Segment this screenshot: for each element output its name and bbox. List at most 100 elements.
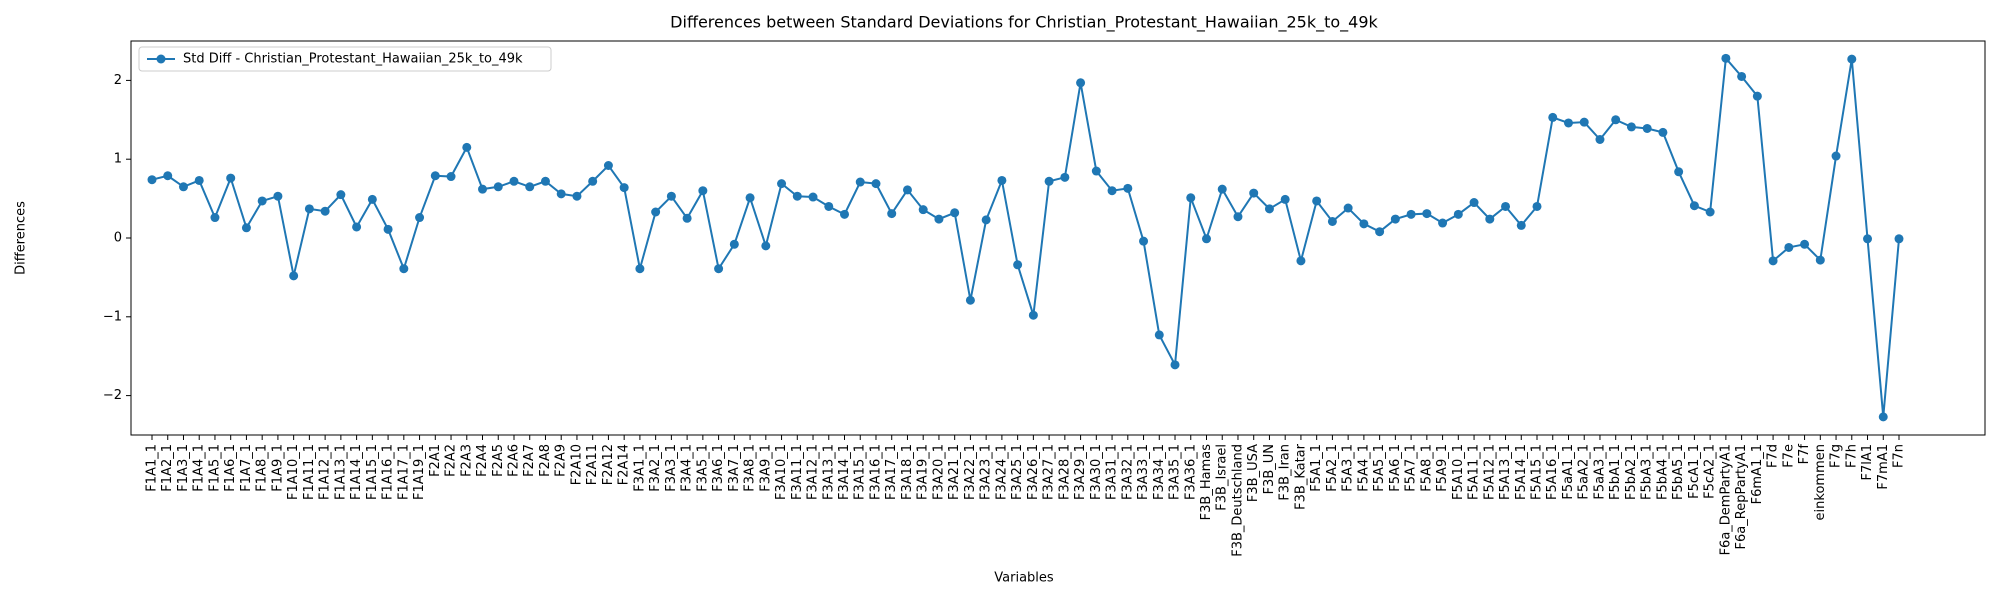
data-point — [1264, 204, 1274, 214]
data-point — [289, 271, 299, 281]
x-tick-label: F3A18_1 — [900, 444, 915, 500]
x-tick-label: F5cA1_1 — [1687, 444, 1702, 499]
x-tick-label: F5A9_1 — [1435, 444, 1450, 492]
data-point — [1217, 184, 1227, 194]
x-tick-label: F3A1_1 — [632, 444, 647, 492]
x-tick-label: F3A32_1 — [1120, 444, 1135, 500]
x-tick-label: F7h — [1844, 444, 1859, 468]
data-point — [572, 191, 582, 201]
x-tick-label: F3A26_1 — [1026, 444, 1041, 500]
data-point — [178, 182, 188, 192]
x-tick-label: F1A8_1 — [255, 444, 270, 492]
x-tick-label: F3A10_1 — [774, 444, 789, 500]
data-point — [1532, 201, 1542, 211]
x-tick-label: F5A6_1 — [1388, 444, 1403, 492]
data-point — [1013, 260, 1023, 270]
data-point — [399, 264, 409, 274]
x-tick-label: F3B_Israel — [1215, 444, 1230, 511]
data-point — [336, 190, 346, 200]
data-point — [918, 205, 928, 215]
data-point — [902, 185, 912, 195]
x-tick-label: F3A16_1 — [868, 444, 883, 500]
x-tick-label: F3A33_1 — [1136, 444, 1151, 500]
data-point — [1752, 91, 1762, 101]
x-tick-label: F5A3_1 — [1341, 444, 1356, 492]
data-point — [1170, 360, 1180, 370]
data-point — [1831, 151, 1841, 161]
x-tick-label: F3A11_1 — [790, 444, 805, 500]
x-tick-label: F3A5_1 — [695, 444, 710, 492]
data-point — [1800, 239, 1810, 249]
legend-box — [138, 46, 552, 72]
data-point — [1186, 193, 1196, 203]
data-point — [1894, 234, 1904, 244]
x-tick-label: F7mA1 — [1876, 444, 1891, 490]
x-tick-label: F7d — [1766, 444, 1781, 468]
x-tick-label: F3A25_1 — [1010, 444, 1025, 500]
data-point — [981, 215, 991, 225]
data-point — [430, 171, 440, 181]
x-tick-label: F5A5_1 — [1372, 444, 1387, 492]
data-point — [619, 183, 629, 193]
x-tick-label: F5bA2_1 — [1624, 444, 1639, 500]
data-point — [1359, 219, 1369, 229]
data-point — [745, 193, 755, 203]
data-point — [1485, 214, 1495, 224]
x-tick-label: F3A7_1 — [727, 444, 742, 492]
x-tick-label: F5bA3_1 — [1640, 444, 1655, 500]
x-tick-label: F1A1_1 — [145, 444, 160, 492]
data-point — [1233, 212, 1243, 222]
data-point — [761, 241, 771, 251]
data-point — [493, 182, 503, 192]
data-point — [1784, 242, 1794, 252]
x-tick-label: F3A19_1 — [916, 444, 931, 500]
data-point — [163, 171, 173, 181]
x-tick-label: F5A14_1 — [1514, 444, 1529, 500]
x-tick-label: F3A2_1 — [648, 444, 663, 492]
data-point — [304, 204, 314, 214]
data-point — [1847, 54, 1857, 64]
data-point — [840, 209, 850, 219]
x-tick-label: F1A9_1 — [270, 444, 285, 492]
data-point — [698, 186, 708, 196]
x-tick-label: F3A17_1 — [884, 444, 899, 500]
data-point — [666, 191, 676, 201]
x-tick-label: F5A11_1 — [1467, 444, 1482, 500]
x-tick-label: F5A8_1 — [1419, 444, 1434, 492]
data-point — [1123, 183, 1133, 193]
x-tick-label: F6mA1_1 — [1750, 444, 1765, 504]
x-tick-label: F2A10 — [569, 444, 584, 485]
y-tick-label: 1 — [114, 152, 122, 167]
x-tick-label: F5bA1_1 — [1608, 444, 1623, 500]
x-tick-label: F3A9_1 — [758, 444, 773, 492]
data-point — [871, 179, 881, 189]
data-point — [887, 209, 897, 219]
data-point — [1312, 196, 1322, 206]
x-tick-label: F1A17_1 — [396, 444, 411, 500]
data-point — [1705, 207, 1715, 217]
x-tick-label: F5aA2_1 — [1577, 444, 1592, 500]
data-point — [446, 172, 456, 182]
x-tick-label: F1A14_1 — [349, 444, 364, 500]
data-point — [777, 179, 787, 189]
x-tick-label: F5A2_1 — [1325, 444, 1340, 492]
chart-title: Differences between Standard Deviations … — [670, 13, 1378, 33]
data-point — [1438, 218, 1448, 228]
x-tick-label: F3A29_1 — [1073, 444, 1088, 500]
data-point — [241, 223, 251, 233]
data-point — [1343, 203, 1353, 213]
x-tick-label: F3A15_1 — [853, 444, 868, 500]
data-point — [1422, 209, 1432, 219]
x-tick-label: F3A3_1 — [664, 444, 679, 492]
x-tick-label: F3A21_1 — [947, 444, 962, 500]
data-point — [1139, 236, 1149, 246]
legend: Std Diff - Christian_Protestant_Hawaiian… — [138, 46, 552, 72]
x-tick-label: F3A34_1 — [1152, 444, 1167, 500]
x-tick-label: F3A23_1 — [979, 444, 994, 500]
x-tick-label: F2A3 — [459, 444, 474, 477]
x-tick-label: F2A14 — [617, 444, 632, 485]
x-tick-label: F3A28_1 — [1057, 444, 1072, 500]
data-point — [226, 173, 236, 183]
x-tick-label: F6a_DemPartyA1 — [1718, 444, 1733, 555]
